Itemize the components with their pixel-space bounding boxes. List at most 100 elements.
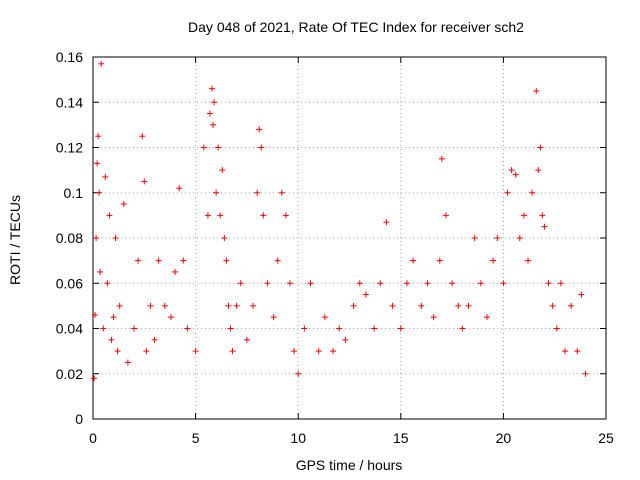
y-tick-label: 0.08 xyxy=(56,230,83,246)
data-point xyxy=(568,302,575,309)
data-point xyxy=(539,212,546,219)
data-point xyxy=(184,325,191,332)
data-point xyxy=(430,314,437,321)
data-point xyxy=(102,173,109,180)
data-point xyxy=(98,60,105,67)
data-point xyxy=(350,302,357,309)
data-point xyxy=(139,133,146,140)
data-point xyxy=(209,85,216,92)
data-point xyxy=(295,370,302,377)
data-point xyxy=(465,302,472,309)
data-point xyxy=(582,370,589,377)
data-point xyxy=(200,144,207,151)
data-point xyxy=(274,257,281,264)
data-point xyxy=(520,212,527,219)
data-point xyxy=(291,348,298,355)
y-tick-label: 0.12 xyxy=(56,140,83,156)
y-tick-label: 0 xyxy=(75,411,83,427)
x-axis-label: GPS time / hours xyxy=(296,457,403,473)
data-point xyxy=(176,185,183,192)
data-point xyxy=(256,126,263,133)
data-point xyxy=(114,348,121,355)
data-point xyxy=(254,189,261,196)
data-point xyxy=(93,235,100,241)
data-point xyxy=(574,348,581,355)
y-tick-label: 0.16 xyxy=(56,49,83,65)
data-point xyxy=(282,212,289,219)
data-point xyxy=(377,280,384,287)
data-point xyxy=(455,302,462,309)
x-tick-label: 0 xyxy=(89,430,97,446)
data-point xyxy=(553,325,560,332)
data-point xyxy=(250,302,257,309)
x-tick-label: 25 xyxy=(598,430,614,446)
x-tick-label: 10 xyxy=(290,430,306,446)
data-point xyxy=(459,325,466,332)
data-point xyxy=(321,314,328,321)
data-point xyxy=(342,336,349,343)
chart-title: Day 048 of 2021, Rate Of TEC Index for r… xyxy=(188,19,524,35)
data-point xyxy=(147,302,154,309)
data-point xyxy=(410,257,417,264)
data-point xyxy=(471,235,478,241)
data-point xyxy=(100,325,107,332)
data-point xyxy=(135,257,142,264)
x-tick-label: 15 xyxy=(393,430,409,446)
data-point xyxy=(578,291,585,298)
data-point xyxy=(442,212,449,219)
data-point xyxy=(143,348,150,355)
x-ticks: 0 5 10 15 20 25 xyxy=(89,57,614,446)
data-point xyxy=(91,375,98,382)
data-point xyxy=(500,280,507,287)
data-point xyxy=(229,348,236,355)
data-point xyxy=(155,257,162,264)
data-point xyxy=(561,348,568,355)
data-point xyxy=(270,314,277,321)
data-point xyxy=(104,280,111,287)
data-point xyxy=(260,212,267,219)
y-axis-label: ROTI / TECUs xyxy=(7,195,23,285)
data-point xyxy=(97,268,104,275)
data-point xyxy=(336,325,343,332)
data-point xyxy=(397,325,404,332)
data-point xyxy=(477,280,484,287)
data-point xyxy=(108,336,115,343)
data-point xyxy=(215,144,222,151)
data-point xyxy=(131,325,138,332)
data-point xyxy=(180,257,187,264)
data-point xyxy=(192,348,199,355)
data-point xyxy=(494,235,501,241)
data-point xyxy=(424,280,431,287)
data-point xyxy=(438,155,445,162)
data-point xyxy=(418,302,425,309)
data-point xyxy=(211,99,218,106)
data-point xyxy=(356,280,363,287)
data-point xyxy=(94,160,101,167)
data-point xyxy=(525,257,532,264)
data-point xyxy=(172,268,179,275)
data-point xyxy=(167,314,174,321)
y-tick-label: 0.14 xyxy=(56,94,83,110)
data-point xyxy=(301,325,308,332)
data-point xyxy=(508,167,515,174)
data-point xyxy=(237,280,244,287)
data-point xyxy=(110,314,117,321)
grid xyxy=(93,57,606,419)
data-point xyxy=(449,280,456,287)
data-point xyxy=(120,201,127,208)
data-point xyxy=(512,171,519,178)
data-points xyxy=(91,60,589,382)
data-point xyxy=(116,302,123,309)
x-tick-label: 5 xyxy=(192,430,200,446)
data-point xyxy=(389,302,396,309)
y-tick-label: 0.02 xyxy=(56,366,83,382)
data-point xyxy=(549,302,556,309)
data-point xyxy=(278,189,285,196)
data-point xyxy=(557,280,564,287)
data-point xyxy=(96,189,103,196)
data-point xyxy=(483,314,490,321)
data-point xyxy=(535,167,542,174)
data-point xyxy=(223,257,230,264)
data-point xyxy=(161,302,168,309)
y-ticks: 0 0.02 0.04 0.06 0.08 0.1 0.12 0.14 0.16 xyxy=(56,49,606,427)
